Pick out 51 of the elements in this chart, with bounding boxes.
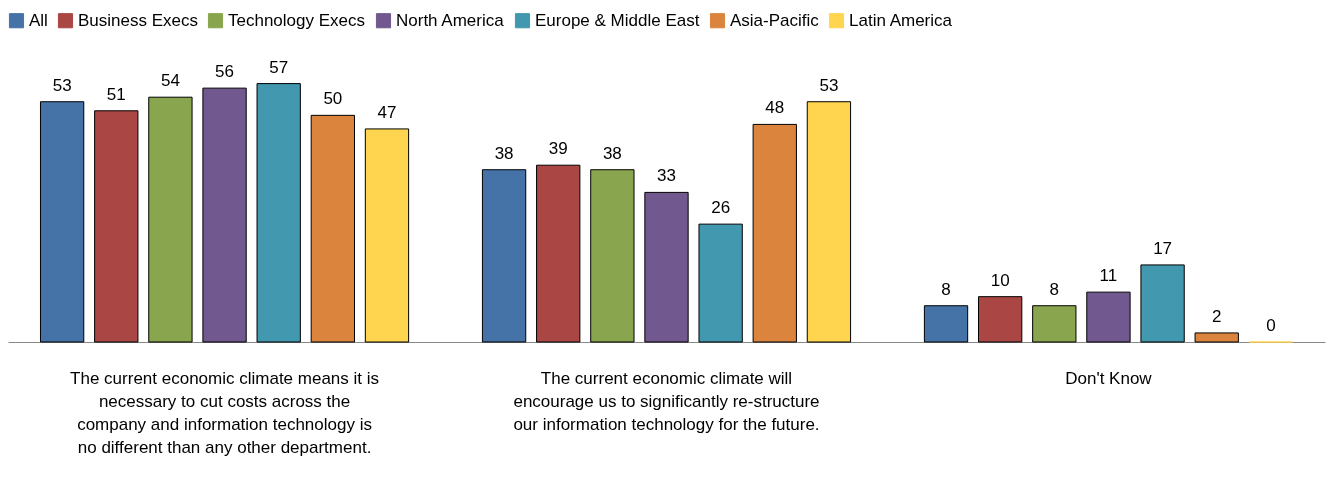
data-label: 0 [1266, 316, 1276, 335]
legend-label: Asia-Pacific [730, 10, 820, 30]
data-label: 57 [269, 57, 289, 77]
data-label: 10 [990, 270, 1010, 290]
bar [364, 128, 410, 343]
x-tick-label: Don't Know [1065, 368, 1153, 388]
legend-label: Technology Execs [228, 10, 366, 30]
bar [94, 110, 139, 343]
legend-label: Europe & Middle East [535, 10, 700, 30]
data-label: 33 [657, 166, 676, 186]
bar [39, 101, 85, 343]
data-label: 54 [160, 71, 180, 91]
bar [644, 191, 689, 343]
legend-label: All [29, 10, 48, 30]
data-label: 11 [1099, 266, 1118, 286]
data-label: 50 [323, 89, 343, 109]
bar [698, 223, 743, 343]
legend-label: Business Execs [78, 10, 198, 30]
bar [923, 305, 969, 343]
bar [481, 169, 527, 343]
bar [310, 114, 355, 343]
data-label: 8 [941, 279, 951, 299]
data-label: 53 [819, 75, 839, 95]
data-label: 56 [215, 62, 235, 82]
data-label: 38 [602, 143, 622, 163]
data-label: 47 [377, 102, 397, 122]
data-label: 39 [548, 139, 568, 159]
data-label: 48 [765, 98, 785, 118]
data-label: 2 [1211, 306, 1222, 326]
bar [1032, 305, 1077, 343]
bar [1140, 264, 1185, 343]
data-label: 8 [1049, 279, 1060, 299]
bar [1194, 332, 1239, 343]
data-label: 17 [1153, 238, 1173, 258]
bar [202, 87, 247, 343]
bar [1086, 291, 1131, 343]
data-label: 53 [52, 75, 72, 95]
x-tick-label: The current economic climate will encourage us to significantly re-structure our information technology for the future. [513, 368, 820, 434]
bar [148, 96, 193, 343]
x-tick-label: The current economic climate means it is necessary to cut costs across the company and information technology is no different than any other department. [70, 368, 380, 457]
bar [752, 123, 797, 343]
legend-label: North America [396, 10, 505, 30]
data-label: 38 [494, 143, 514, 163]
bar [806, 101, 852, 343]
bar [536, 164, 581, 343]
bar [978, 296, 1023, 343]
data-label: 51 [106, 84, 126, 104]
data-label: 26 [711, 198, 731, 218]
legend-label: Latin America [849, 10, 953, 30]
bar [590, 169, 635, 343]
bar [256, 83, 301, 343]
